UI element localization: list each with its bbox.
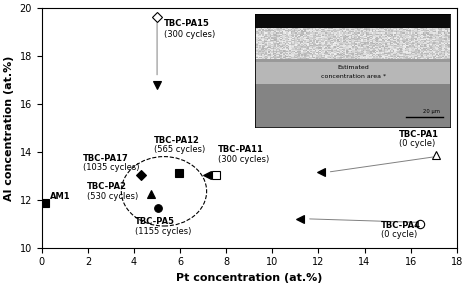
Text: TBC-PA12: TBC-PA12 — [154, 136, 199, 145]
Text: (0 cycle): (0 cycle) — [399, 139, 435, 148]
Text: TBC-PA17: TBC-PA17 — [83, 154, 129, 162]
Text: TBC-PA4: TBC-PA4 — [381, 221, 421, 230]
Text: (530 cycles): (530 cycles) — [87, 192, 138, 201]
Y-axis label: Al concentration (at.%): Al concentration (at.%) — [4, 55, 14, 201]
Text: (565 cycles): (565 cycles) — [154, 145, 205, 154]
Text: TBC-PA11: TBC-PA11 — [218, 145, 264, 154]
Text: TBC-PA2: TBC-PA2 — [87, 182, 127, 191]
Text: (0 cycle): (0 cycle) — [381, 230, 417, 239]
Text: (300 cycles): (300 cycles) — [164, 30, 215, 39]
Text: TBC-PA1: TBC-PA1 — [399, 130, 439, 139]
Text: (300 cycles): (300 cycles) — [218, 155, 269, 164]
Text: TBC-PA5: TBC-PA5 — [135, 217, 175, 226]
Text: (1155 cycles): (1155 cycles) — [135, 226, 191, 236]
Text: AM1: AM1 — [50, 192, 71, 201]
Text: (1035 cycles): (1035 cycles) — [83, 163, 140, 172]
Text: TBC-PA15: TBC-PA15 — [164, 19, 210, 28]
X-axis label: Pt concentration (at.%): Pt concentration (at.%) — [176, 273, 322, 283]
